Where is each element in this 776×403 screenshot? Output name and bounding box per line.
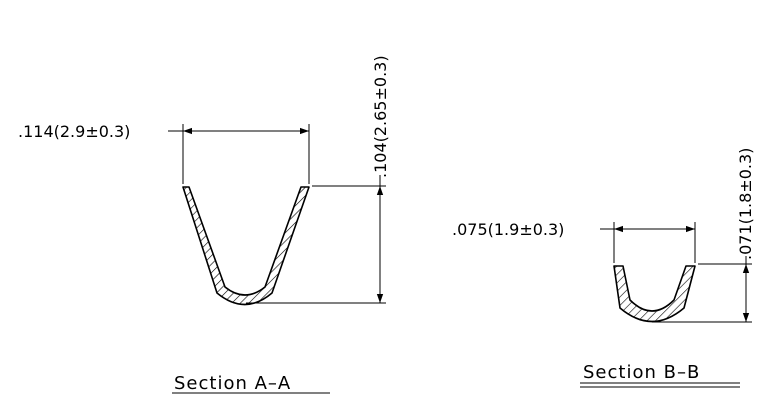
section-b-b: .075(1.9±0.3) .071(1.8±0.3) Section B–B (452, 148, 755, 388)
section-a-title: Section A–A (174, 373, 291, 394)
section-a-profile (182, 186, 310, 306)
section-b-title: Section B–B (583, 362, 700, 383)
section-b-height-dimension: .071(1.8±0.3) (736, 148, 755, 260)
section-b-width-dimension: .075(1.9±0.3) (452, 220, 564, 239)
section-a-width-dimension: .114(2.9±0.3) (18, 122, 130, 141)
section-a-a: .114(2.9±0.3) .104(2.65±0.3) Section A–A (18, 55, 390, 394)
section-a-height-dimension: .104(2.65±0.3) (371, 55, 390, 178)
section-b-profile (613, 265, 696, 323)
